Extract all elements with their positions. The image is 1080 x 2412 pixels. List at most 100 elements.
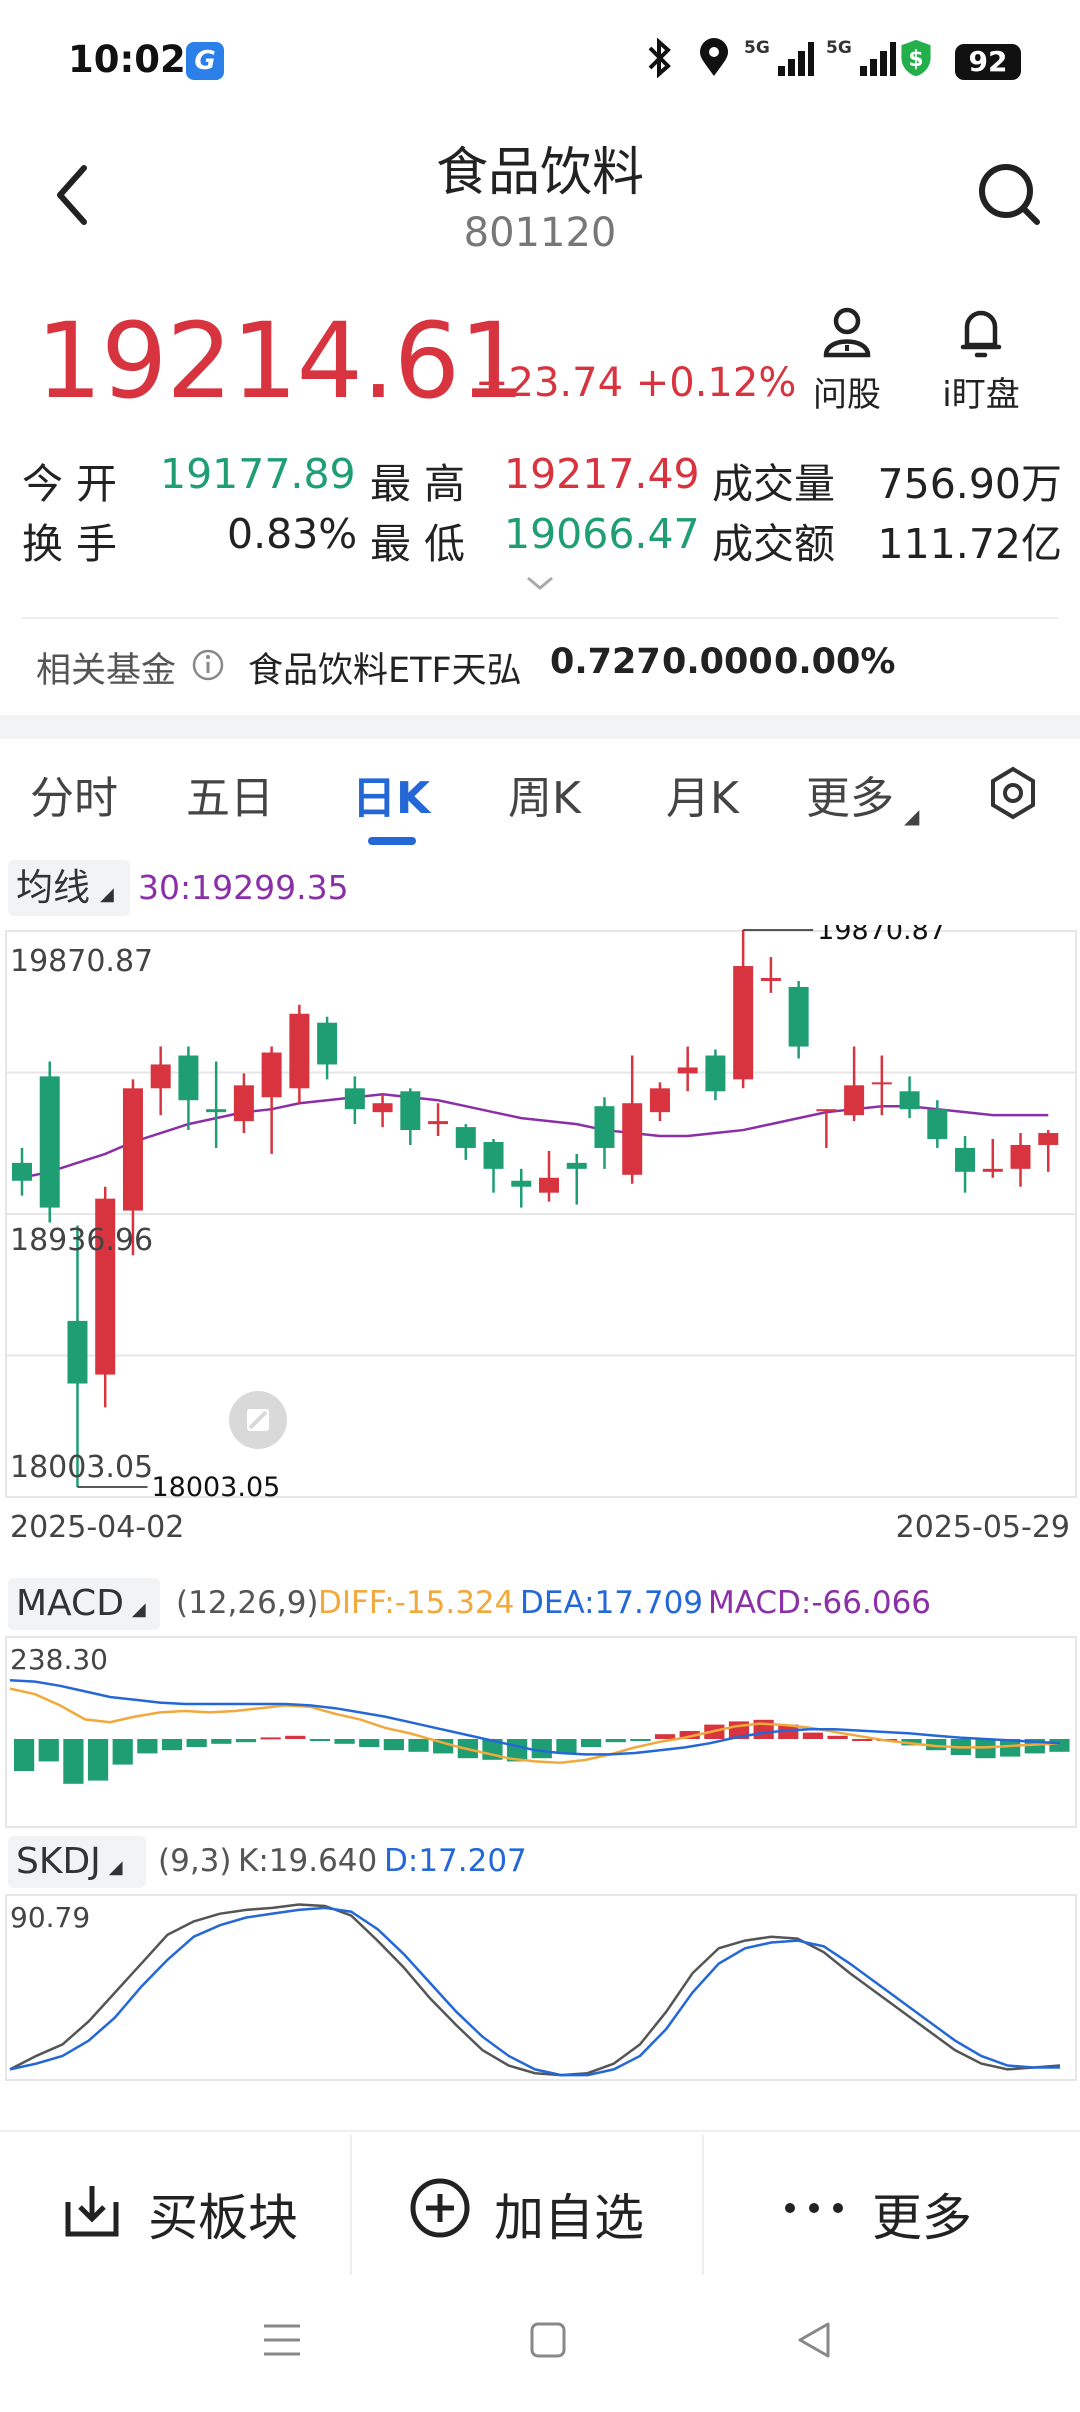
candle-body (788, 986, 809, 1047)
macd-bar (235, 1739, 257, 1743)
candle-body (927, 1109, 948, 1140)
kline-x-label-start: 2025-04-02 (10, 1510, 184, 1545)
candle-body (539, 1177, 559, 1193)
amount-label: 成交额 (712, 520, 835, 568)
macd-bar (630, 1739, 651, 1741)
app-badge-icon: G (186, 42, 224, 80)
tab-more-label: 更多 (806, 773, 894, 824)
macd-chart[interactable]: 238.30 (0, 1635, 1080, 1830)
settings-icon[interactable] (985, 765, 1041, 821)
d-line (9, 1906, 1060, 2077)
macd-dropdown[interactable]: MACD ◢ (8, 1578, 160, 1630)
candle-body (899, 1091, 920, 1110)
macd-bar (334, 1739, 355, 1744)
candle-body (733, 966, 754, 1080)
macd-bar (211, 1739, 232, 1744)
status-time: 10:02 (68, 38, 186, 81)
ma-dropdown[interactable]: 均线 ◢ (8, 860, 130, 916)
tab-intraday[interactable]: 分时 (30, 773, 118, 824)
candle-body (871, 1082, 892, 1085)
candle-body (289, 1013, 310, 1089)
macd-bar (1000, 1739, 1021, 1757)
candle-body (982, 1168, 1003, 1172)
macd-bar (778, 1724, 799, 1739)
skdj-frame (5, 1894, 1077, 2081)
kline-y-label-low: 18003.05 (10, 1450, 153, 1485)
macd-bar (161, 1739, 183, 1751)
caret-down-icon: ◢ (100, 884, 114, 905)
fund-pct: 0.00% (774, 642, 896, 682)
candle-body (455, 1127, 476, 1148)
add-watchlist-button[interactable]: 加自选 (352, 2132, 702, 2282)
macd-bar (309, 1739, 331, 1741)
low-value: 19066.47 (504, 510, 700, 558)
location-icon (700, 38, 728, 76)
buy-sector-button[interactable]: 买板块 (0, 2132, 350, 2282)
menu-nav-icon[interactable] (262, 2320, 302, 2360)
tab-daily-k[interactable]: 日K (352, 773, 431, 824)
tab-weekly-k[interactable]: 周K (508, 773, 581, 824)
skdj-dropdown[interactable]: SKDJ ◢ (8, 1836, 146, 1888)
watch-button[interactable]: i盯盘 (926, 305, 1036, 416)
price-change: +23.74 +0.12% (475, 360, 797, 406)
section-divider (0, 715, 1080, 739)
macd-bar (38, 1739, 59, 1762)
info-icon[interactable] (191, 648, 225, 682)
battery-indicator: 92 (955, 44, 1021, 80)
fund-change: 0.000 (662, 642, 773, 682)
svg-text:$: $ (908, 47, 923, 72)
candle-body (344, 1088, 365, 1110)
low-label: 最 低 (370, 520, 466, 568)
macd-bar (433, 1739, 454, 1754)
macd-bar (63, 1739, 84, 1784)
candle-body (622, 1103, 643, 1175)
candle-body (483, 1141, 504, 1169)
related-fund-label: 相关基金 (36, 651, 177, 691)
divider (22, 617, 1058, 619)
tab-monthly-k[interactable]: 月K (666, 773, 739, 824)
divider (350, 2135, 352, 2275)
candle-body (206, 1109, 227, 1113)
skdj-params: (9,3) (158, 1843, 232, 1879)
candle-body (705, 1055, 726, 1092)
watch-label: i盯盘 (942, 375, 1020, 415)
turnover-label: 换 手 (22, 520, 118, 568)
candle-body (649, 1088, 670, 1113)
home-nav-icon[interactable] (528, 2320, 568, 2360)
kline-y-label-high: 19870.87 (10, 944, 153, 979)
search-icon[interactable] (975, 160, 1045, 230)
draw-tool-icon[interactable] (228, 1390, 288, 1450)
candle-body (1038, 1133, 1059, 1145)
diff-line (9, 1687, 1061, 1765)
skdj-chart[interactable]: 90.79 (0, 1893, 1080, 2083)
page-title: 食品饮料 (435, 143, 644, 203)
candle-body (566, 1162, 587, 1169)
macd-bar (14, 1739, 35, 1771)
index-code: 801120 (463, 210, 617, 256)
back-arrow-icon[interactable] (48, 160, 98, 230)
macd-bar (186, 1739, 207, 1747)
turnover-value: 0.83% (227, 510, 358, 558)
macd-bar (87, 1739, 109, 1781)
related-fund-row[interactable]: 相关基金 食品饮料ETF天弘 0.727 0.000 0.00% (36, 642, 1056, 692)
more-label: 更多 (872, 2189, 972, 2247)
divider (702, 2135, 704, 2275)
kline-chart[interactable]: 19870.87 18936.96 18003.05 2025-04-02 2025-0… (0, 925, 1080, 1545)
macd-bar (359, 1739, 380, 1747)
tab-five-day[interactable]: 五日 (186, 773, 274, 824)
more-dots-icon (785, 2203, 843, 2213)
caret-down-icon: ◢ (108, 1857, 123, 1878)
kline-candles (12, 930, 1059, 1487)
amount-value: 111.72亿 (877, 520, 1062, 568)
candle-body (12, 1162, 32, 1181)
more-button[interactable]: 更多 (704, 2132, 1054, 2282)
chevron-down-icon[interactable] (522, 572, 558, 594)
tab-more[interactable]: 更多 ◢ (806, 762, 919, 828)
macd-bar (556, 1739, 577, 1754)
macd-bar (580, 1739, 602, 1747)
back-nav-icon[interactable] (794, 2320, 834, 2360)
ask-stock-button[interactable]: 问股 (792, 305, 902, 416)
max-annotation: 19870.87 (817, 925, 946, 946)
caret-down-icon: ◢ (904, 804, 920, 828)
macd-bar (531, 1739, 552, 1759)
